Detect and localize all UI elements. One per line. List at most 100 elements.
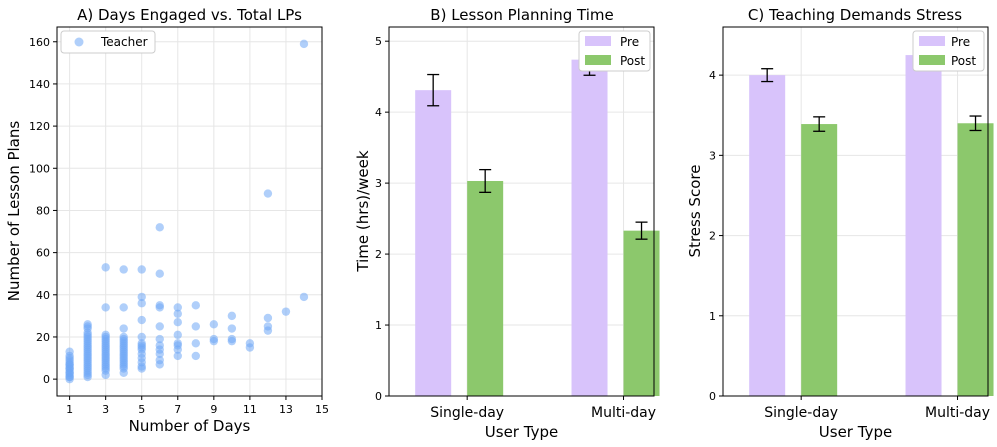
panel-b-legend-post-swatch	[585, 55, 611, 65]
panel-b-xtick-label: Multi-day	[591, 405, 656, 421]
scatter-point	[119, 324, 128, 333]
panel-c-xtick-label: Multi-day	[925, 405, 990, 421]
panel-c-bar-pre-single-day	[749, 75, 786, 396]
panel-b-xlabel: User Type	[485, 423, 558, 441]
scatter-point	[281, 307, 291, 316]
panel-b-ytick-label: 1	[375, 319, 382, 332]
panel-c-ytick-label: 0	[709, 390, 716, 403]
panel-c-legend-post-label: Post	[951, 54, 976, 68]
panel-c-ytick-label: 1	[709, 310, 716, 323]
panel-a-xtick-label: 5	[138, 403, 145, 416]
panel-a-xtick-label: 11	[243, 403, 257, 416]
scatter-point	[191, 322, 201, 331]
scatter-point	[119, 303, 128, 312]
panel-a-legend-marker	[74, 37, 84, 47]
panel-b-bar-post-single-day	[467, 180, 504, 396]
panel-b-frame	[388, 26, 655, 397]
panel-c-xlabel: User Type	[819, 423, 892, 441]
scatter-point	[263, 313, 273, 323]
scatter-point	[227, 324, 237, 333]
panel-a-frame	[56, 26, 323, 397]
panel-b-xtick-label: Single-day	[430, 405, 504, 421]
scatter-point	[137, 265, 146, 274]
panel-b-ytick-label: 2	[375, 248, 382, 261]
scatter-point	[65, 347, 74, 356]
panel-a-points	[65, 39, 309, 384]
panel-b-ytick-label: 5	[375, 35, 382, 48]
panel-b-ytick-label: 3	[375, 177, 382, 190]
scatter-point	[227, 311, 237, 321]
panel-a-ytick-label: 20	[36, 331, 50, 344]
panel-c-errorbar	[813, 116, 826, 132]
scatter-point	[101, 263, 110, 272]
scatter-point	[155, 269, 164, 278]
scatter-point	[191, 351, 201, 361]
scatter-point	[299, 39, 309, 49]
scatter-point	[173, 339, 182, 348]
panel-c-ytick-label: 4	[709, 69, 716, 82]
panel-a-ytick-label: 40	[36, 289, 50, 302]
panel-b-title: B) Lesson Planning Time	[430, 6, 613, 24]
panel-a-ytick-label: 120	[29, 120, 50, 133]
panel-b-bars	[415, 43, 660, 397]
panel-a-title: A) Days Engaged vs. Total LPs	[77, 6, 302, 24]
panel-b-ticks: 0 1 2 3 4 5 Single-day Multi-day	[375, 35, 656, 421]
scatter-point	[155, 322, 164, 331]
scatter-point	[191, 301, 201, 310]
panel-b-bar-pre-multi-day	[571, 59, 608, 397]
panel-c-errorbar	[761, 68, 774, 83]
panel-c-bars	[749, 47, 994, 397]
panel-a-xtick-label: 1	[66, 403, 73, 416]
scatter-point	[155, 301, 164, 310]
scatter-point	[101, 330, 110, 340]
panel-a-legend-box	[60, 30, 156, 54]
panel-c-ytick-label: 3	[709, 149, 716, 162]
scatter-point	[137, 339, 146, 348]
panel-c: C) Teaching Demands Stress 0 1 2 3 4 Single-d…	[686, 6, 994, 441]
panel-a-xtick-label: 7	[174, 403, 181, 416]
panel-a-ytick-label: 140	[29, 78, 50, 91]
scatter-point	[191, 339, 201, 348]
scatter-point	[227, 334, 237, 344]
scatter-point	[155, 355, 164, 365]
panel-a-ytick-label: 100	[29, 162, 50, 175]
panel-b-legend-pre-label: Pre	[620, 35, 639, 49]
scatter-point	[173, 330, 182, 340]
panel-a-ytick-label: 160	[29, 36, 50, 49]
panel-b-legend-pre-swatch	[585, 36, 611, 46]
panel-a-grid	[57, 27, 323, 396]
panel-c-title: C) Teaching Demands Stress	[748, 6, 962, 24]
panel-a-xtick-label: 15	[315, 403, 329, 416]
panel-b-errorbar	[427, 73, 440, 107]
panel-b-legend-post-label: Post	[620, 54, 645, 68]
panel-b-errorbar	[479, 168, 492, 193]
scatter-point	[209, 334, 219, 344]
scatter-point	[263, 322, 273, 331]
panel-c-legend-post-swatch	[919, 55, 945, 65]
scatter-point	[155, 341, 164, 350]
scatter-point	[245, 339, 255, 348]
panel-a: A) Days Engaged vs. Total LPs 1 3 5 7 9 11 13 1…	[5, 6, 329, 435]
panel-b-bar-pre-single-day	[415, 90, 452, 397]
scatter-point	[137, 299, 146, 308]
panel-b: B) Lesson Planning Time 0 1 2 3 4 5 Single-day…	[354, 6, 660, 441]
panel-c-bar-post-single-day	[801, 124, 838, 396]
panel-c-errorbar	[969, 115, 982, 132]
panel-b-errorbar	[635, 221, 648, 240]
panel-a-ytick-label: 80	[36, 204, 50, 217]
panel-c-ticks: 0 1 2 3 4 Single-day Multi-day	[709, 69, 990, 421]
scatter-point	[173, 318, 182, 327]
scatter-point	[83, 320, 92, 329]
scatter-point	[119, 265, 128, 274]
panel-b-ytick-label: 0	[375, 390, 382, 403]
scatter-point	[65, 360, 74, 369]
scatter-point	[173, 309, 182, 318]
panel-c-xtick-label: Single-day	[764, 405, 838, 421]
scatter-point	[263, 189, 273, 198]
panel-c-legend-pre-swatch	[919, 36, 945, 46]
panel-a-xtick-label: 13	[279, 403, 293, 416]
scatter-point	[209, 320, 219, 329]
scatter-point	[137, 292, 146, 302]
